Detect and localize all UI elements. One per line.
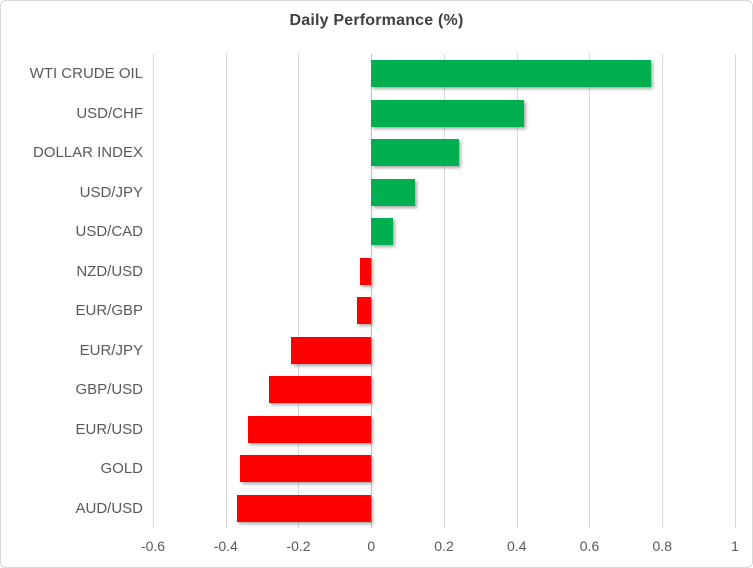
chart-title: Daily Performance (%) — [289, 12, 464, 29]
category-label: GBP/USD — [75, 381, 143, 399]
category-label: EUR/USD — [75, 420, 143, 438]
category-label: EUR/GBP — [75, 302, 143, 320]
category-label: WTI CRUDE OIL — [29, 65, 143, 83]
bar-wti-crude-oil — [371, 60, 652, 88]
category-label: USD/CHF — [76, 104, 143, 122]
category-label: AUD/USD — [75, 499, 143, 517]
x-tick-label: 0.2 — [434, 538, 454, 554]
gridline — [443, 54, 445, 528]
category-label: NZD/USD — [76, 262, 143, 280]
bar-eur-usd — [247, 415, 372, 443]
x-tick-label: 0.6 — [579, 538, 600, 554]
gridline — [152, 54, 154, 528]
gridline — [661, 54, 663, 528]
x-tick-label: 0.8 — [652, 538, 672, 554]
x-tick-label: -0.2 — [286, 538, 311, 554]
category-axis: WTI CRUDE OIL USD/CHF DOLLAR INDEX USD/JPY U… — [1, 54, 143, 528]
plot-area — [152, 54, 736, 528]
category-label: DOLLAR INDEX — [32, 144, 143, 162]
zero-axis-line — [370, 54, 372, 528]
x-tick-label: 1 — [731, 538, 739, 554]
category-label: GOLD — [100, 460, 143, 478]
category-label: USD/CAD — [75, 223, 143, 241]
bar-usd-jpy — [371, 178, 415, 206]
x-tick-label: -0.6 — [140, 538, 166, 554]
gridline — [734, 54, 736, 528]
x-tick-label: 0.4 — [507, 538, 527, 554]
bar-eur-gbp — [356, 297, 372, 325]
gridline — [588, 54, 590, 528]
bar-gold — [240, 455, 372, 483]
category-label: EUR/JPY — [79, 341, 143, 359]
bar-usd-cad — [371, 218, 394, 246]
gridline — [225, 54, 227, 528]
bar-nzd-usd — [360, 257, 372, 285]
gridline — [516, 54, 518, 528]
bar-dollar-index — [371, 139, 459, 167]
bar-aud-usd — [236, 494, 372, 522]
gridline — [297, 54, 299, 528]
x-tick-label: -0.4 — [213, 538, 238, 554]
bar-usd-chf — [371, 99, 525, 127]
category-label: USD/JPY — [79, 183, 143, 201]
bar-eur-jpy — [291, 336, 372, 364]
value-axis: -0.6 -0.4 -0.2 0 0.2 0.4 0.6 0.8 1 — [1, 534, 752, 558]
x-tick-label: 0 — [367, 538, 376, 554]
bar-gbp-usd — [269, 376, 372, 404]
